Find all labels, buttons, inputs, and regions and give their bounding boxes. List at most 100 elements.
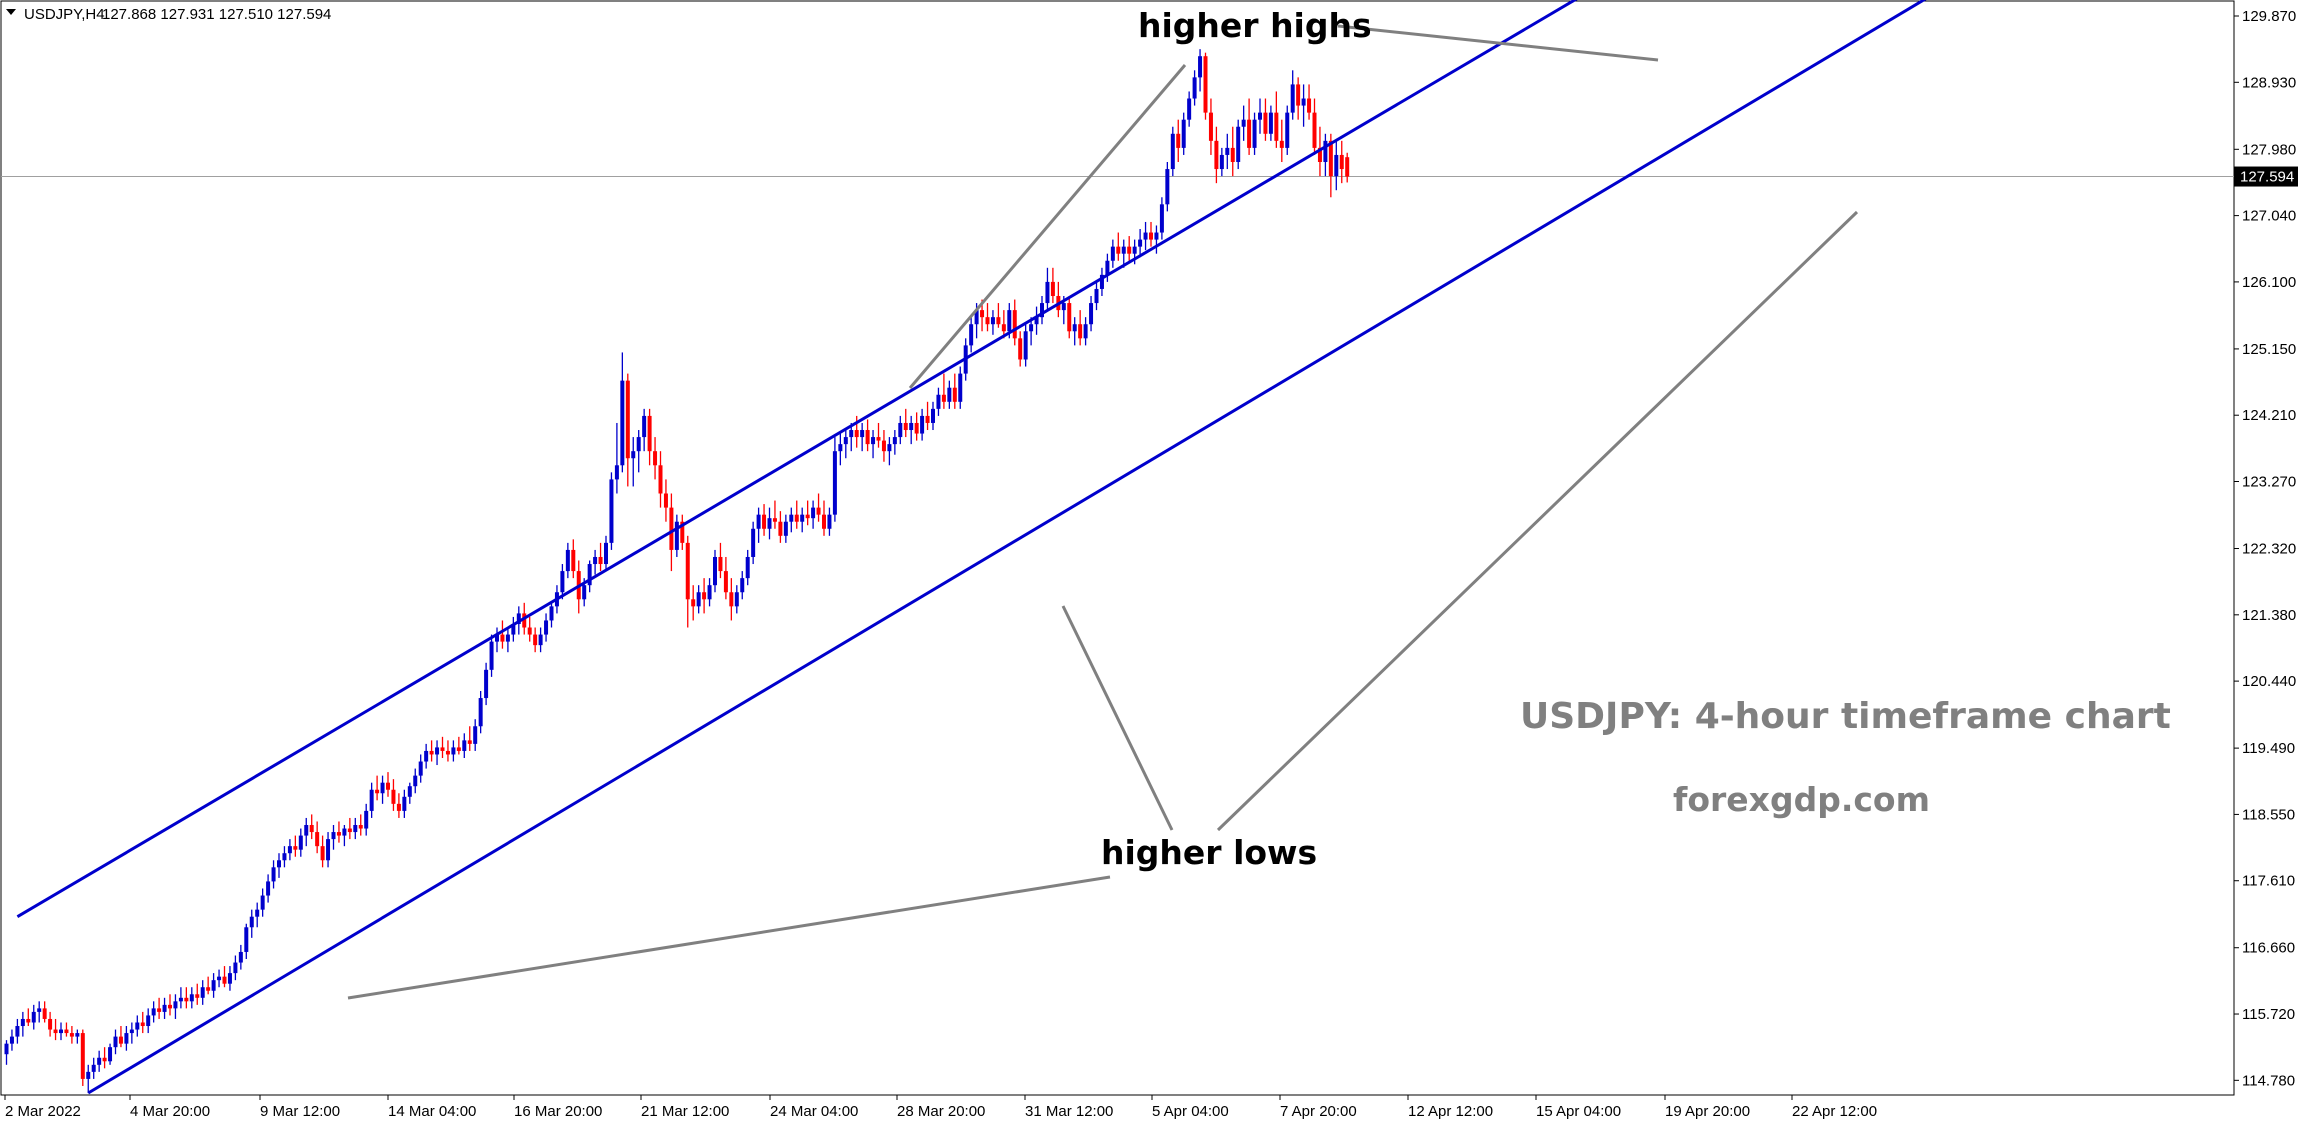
candle-body <box>527 627 532 635</box>
candle-body <box>745 556 750 579</box>
lower-channel-line[interactable] <box>87 0 1936 1095</box>
x-tick-label: 16 Mar 20:00 <box>514 1103 602 1120</box>
candle-body <box>1094 288 1099 304</box>
candle-body <box>593 556 598 565</box>
candle-body <box>20 1018 25 1027</box>
candle <box>151 1001 156 1023</box>
y-tick-label: 118.550 <box>2242 806 2295 823</box>
y-tick-label: 128.930 <box>2242 74 2296 91</box>
candle <box>1219 147 1224 177</box>
candle <box>462 733 467 758</box>
x-tick-label: 24 Mar 04:00 <box>770 1103 858 1120</box>
candle <box>320 835 325 868</box>
candle-body <box>53 1029 58 1034</box>
candle-body <box>647 415 652 452</box>
candle-body <box>1334 154 1339 177</box>
x-tick-label: 19 Apr 20:00 <box>1665 1103 1750 1120</box>
candle <box>691 585 696 621</box>
candle <box>353 817 358 840</box>
candle <box>609 472 614 550</box>
candle-body <box>538 634 543 646</box>
y-axis: 129.870 128.930 127.980 127.040 126.100 125.1… <box>2234 8 2296 1089</box>
candle <box>157 997 162 1019</box>
candle <box>1279 119 1284 163</box>
annotation-lines <box>347 24 1859 1000</box>
candle <box>990 310 995 335</box>
current-price-badge-bg <box>2234 166 2298 187</box>
candle-body <box>843 437 848 445</box>
candle-body <box>1176 133 1181 148</box>
candle-body <box>91 1064 96 1072</box>
candle <box>598 542 603 572</box>
candle <box>1176 119 1181 163</box>
candle-body <box>413 775 418 787</box>
y-tick-label: 114.780 <box>2242 1072 2295 1089</box>
candle <box>642 408 647 452</box>
x-tick-label: 22 Apr 12:00 <box>1792 1103 1877 1120</box>
candle-body <box>642 415 647 438</box>
y-tick-label: 123.270 <box>2242 474 2296 491</box>
candle <box>200 980 205 1005</box>
candle-body <box>631 451 636 459</box>
candle <box>380 775 385 804</box>
candle <box>146 1008 151 1034</box>
candle-body <box>1045 281 1050 304</box>
candle <box>1116 232 1121 261</box>
candle-body <box>723 571 728 593</box>
candle <box>969 317 974 353</box>
candle <box>653 437 658 480</box>
candle <box>53 1018 58 1041</box>
candle <box>413 768 418 794</box>
candle <box>1290 70 1295 120</box>
candle <box>1029 317 1034 346</box>
candle-body <box>64 1029 69 1034</box>
candle-body <box>549 606 554 621</box>
candle-body <box>1290 84 1295 113</box>
candle <box>647 408 652 466</box>
candle <box>271 860 276 889</box>
candle-body <box>560 571 565 593</box>
higher-highs-pointer-line-2 <box>1337 24 1659 62</box>
candle <box>184 987 189 1009</box>
candle <box>1067 296 1072 339</box>
y-tick-label: 120.440 <box>2242 673 2296 690</box>
candle-body <box>86 1071 91 1079</box>
candle-body <box>200 987 205 998</box>
candle-body <box>604 542 608 565</box>
candle-body <box>985 317 990 325</box>
candle-body <box>958 373 963 402</box>
candle-body <box>931 408 935 423</box>
candle-body <box>173 1001 178 1009</box>
candle-body <box>587 564 592 586</box>
candle-body <box>1301 98 1306 106</box>
candle <box>424 743 429 769</box>
candle-body <box>1296 84 1301 106</box>
candle <box>843 430 848 459</box>
y-tick-label: 127.040 <box>2242 208 2296 225</box>
candle <box>816 493 821 522</box>
candle-body <box>1198 56 1203 78</box>
candle <box>1045 267 1050 311</box>
candle <box>571 539 576 579</box>
candle-body <box>1208 112 1213 141</box>
candle-body <box>653 451 658 466</box>
watermark-title: USDJPY: 4-hour timeframe chart <box>1520 696 2171 737</box>
candle <box>1274 91 1279 148</box>
candle <box>1138 229 1143 258</box>
candle <box>604 535 608 572</box>
candle-body <box>424 750 429 762</box>
candle <box>135 1015 140 1037</box>
candle-body <box>249 916 254 928</box>
x-tick-label: 5 Apr 04:00 <box>1152 1103 1229 1120</box>
candle <box>1198 49 1203 92</box>
candle <box>440 736 445 758</box>
candle <box>129 1022 134 1044</box>
candle-body <box>1203 56 1208 113</box>
candle <box>762 504 767 536</box>
collapse-arrow-icon[interactable] <box>6 9 16 15</box>
upper-channel-line[interactable] <box>16 0 1587 918</box>
candle-body <box>974 310 979 325</box>
candle <box>1089 296 1094 332</box>
candle <box>91 1057 96 1079</box>
candle <box>511 616 516 642</box>
